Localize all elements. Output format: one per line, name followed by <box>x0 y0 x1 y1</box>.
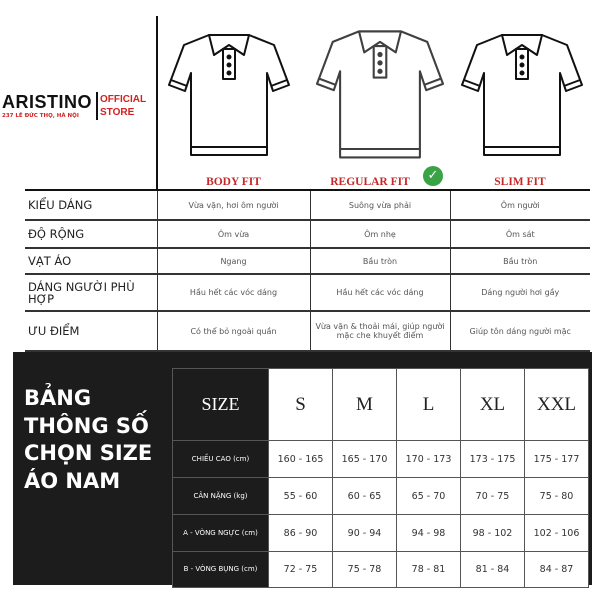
cell: Ôm sát <box>449 220 590 249</box>
table-row: DÁNG NGƯỜI PHÙ HỢP Hầu hết các vóc dáng Hầ… <box>25 274 590 312</box>
cell: 75 - 80 <box>524 477 589 515</box>
cell: 55 - 60 <box>268 477 333 515</box>
table-row: ĐỘ RỘNG Ôm vừa Ôm nhẹ Ôm sát <box>25 220 590 249</box>
title-line: BẢNG <box>24 386 92 410</box>
cell: 84 - 87 <box>524 551 589 588</box>
cell: 65 - 70 <box>396 477 461 515</box>
cell: Giúp tôn dáng người mặc <box>449 311 590 352</box>
cell: 160 - 165 <box>268 440 333 478</box>
cell: 98 - 102 <box>460 514 525 552</box>
title-line: CHỌN SIZE <box>24 441 153 465</box>
shirt-illustrations <box>168 30 583 159</box>
divider <box>156 16 158 191</box>
cell: Ôm người <box>449 191 590 221</box>
row-label: B - VÒNG BỤNG (cm) <box>172 551 269 588</box>
cell: 81 - 84 <box>460 551 525 588</box>
fit-label-body: BODY FIT <box>206 176 261 188</box>
cell: 75 - 78 <box>332 551 397 588</box>
fit-comparison-table: KIỂU DÁNG Vừa vặn, hơi ôm người Suông vừa … <box>25 191 590 352</box>
cell: Ôm nhẹ <box>309 220 450 249</box>
logo-divider <box>96 92 98 120</box>
row-label: CHIỀU CAO (cm) <box>172 440 269 478</box>
fit-label-slim: SLIM FIT <box>494 176 546 188</box>
size-chart-table: SIZE S M L XL XXL CHIỀU CAO (cm) 160 - 16… <box>172 368 589 588</box>
size-col: XL <box>460 368 525 441</box>
table-row: KIỂU DÁNG Vừa vặn, hơi ôm người Suông vừa … <box>25 191 590 221</box>
official-line: OFFICIAL <box>100 94 147 105</box>
title-line: THÔNG SỐ <box>24 413 149 438</box>
cell: 175 - 177 <box>524 440 589 478</box>
size-col: L <box>396 368 461 441</box>
table-row: ƯU ĐIỂM Có thể bỏ ngoài quần Vừa vặn & tho… <box>25 311 590 352</box>
row-label: ĐỘ RỘNG <box>25 220 157 249</box>
brand-name: ARISTINO <box>2 92 93 112</box>
row-label: KIỂU DÁNG <box>25 191 157 221</box>
cell: Suông vừa phải <box>309 191 450 221</box>
slim-fit-shirt-icon <box>461 34 583 156</box>
brand-logo: ARISTINO 237 LÊ ĐỨC THỌ, HÀ NỘI <box>2 92 94 119</box>
brand-address: 237 LÊ ĐỨC THỌ, HÀ NỘI <box>2 113 79 119</box>
table-row: A - VÒNG NGỰC (cm) 86 - 90 90 - 94 94 - 98 9… <box>172 514 589 552</box>
table-row: B - VÒNG BỤNG (cm) 72 - 75 75 - 78 78 - 81 8… <box>172 551 589 588</box>
row-label: VẠT ÁO <box>25 248 157 275</box>
cell: 60 - 65 <box>332 477 397 515</box>
cell: Vừa vặn & thoải mái, giúp người mặc che … <box>309 311 450 352</box>
cell: 173 - 175 <box>460 440 525 478</box>
cell: Ngang <box>156 248 310 275</box>
size-col: M <box>332 368 397 441</box>
cell: 70 - 75 <box>460 477 525 515</box>
size-col: XXL <box>524 368 589 441</box>
cell: Bầu tròn <box>309 248 450 275</box>
official-store-label: OFFICIAL STORE <box>100 93 146 119</box>
table-row: CÂN NẶNG (kg) 55 - 60 60 - 65 65 - 70 70 - 7… <box>172 477 589 515</box>
size-header-row: SIZE S M L XL XXL <box>172 368 589 441</box>
cell: 102 - 106 <box>524 514 589 552</box>
body-fit-shirt-icon <box>168 34 290 156</box>
cell: 86 - 90 <box>268 514 333 552</box>
row-label: DÁNG NGƯỜI PHÙ HỢP <box>25 274 157 312</box>
cell: Hầu hết các vóc dáng <box>309 274 450 312</box>
cell: Ôm vừa <box>156 220 310 249</box>
size-col: S <box>268 368 333 441</box>
cell: Vừa vặn, hơi ôm người <box>156 191 310 221</box>
table-row: CHIỀU CAO (cm) 160 - 165 165 - 170 170 - 17… <box>172 440 589 478</box>
row-label: CÂN NẶNG (kg) <box>172 477 269 515</box>
cell: 170 - 173 <box>396 440 461 478</box>
cell: Bầu tròn <box>449 248 590 275</box>
title-line: ÁO NAM <box>24 468 121 493</box>
cell: Hầu hết các vóc dáng <box>156 274 310 312</box>
cell: 90 - 94 <box>332 514 397 552</box>
cell: Dáng người hơi gầy <box>449 274 590 312</box>
table-row: VẠT ÁO Ngang Bầu tròn Bầu tròn <box>25 248 590 275</box>
size-header: SIZE <box>172 368 269 441</box>
store-line: STORE <box>100 107 135 118</box>
fit-label-regular: REGULAR FIT <box>330 176 410 188</box>
cell: Có thể bỏ ngoài quần <box>156 311 310 352</box>
cell: 94 - 98 <box>396 514 461 552</box>
row-label: ƯU ĐIỂM <box>25 311 157 352</box>
row-label: A - VÒNG NGỰC (cm) <box>172 514 269 552</box>
cell: 72 - 75 <box>268 551 333 588</box>
cell: 165 - 170 <box>332 440 397 478</box>
cell: 78 - 81 <box>396 551 461 588</box>
size-chart-title: BẢNG THÔNG SỐ CHỌN SIZE ÁO NAM <box>24 385 152 495</box>
check-icon: ✓ <box>423 166 443 186</box>
divider <box>25 189 590 191</box>
regular-fit-shirt-icon <box>315 30 445 159</box>
